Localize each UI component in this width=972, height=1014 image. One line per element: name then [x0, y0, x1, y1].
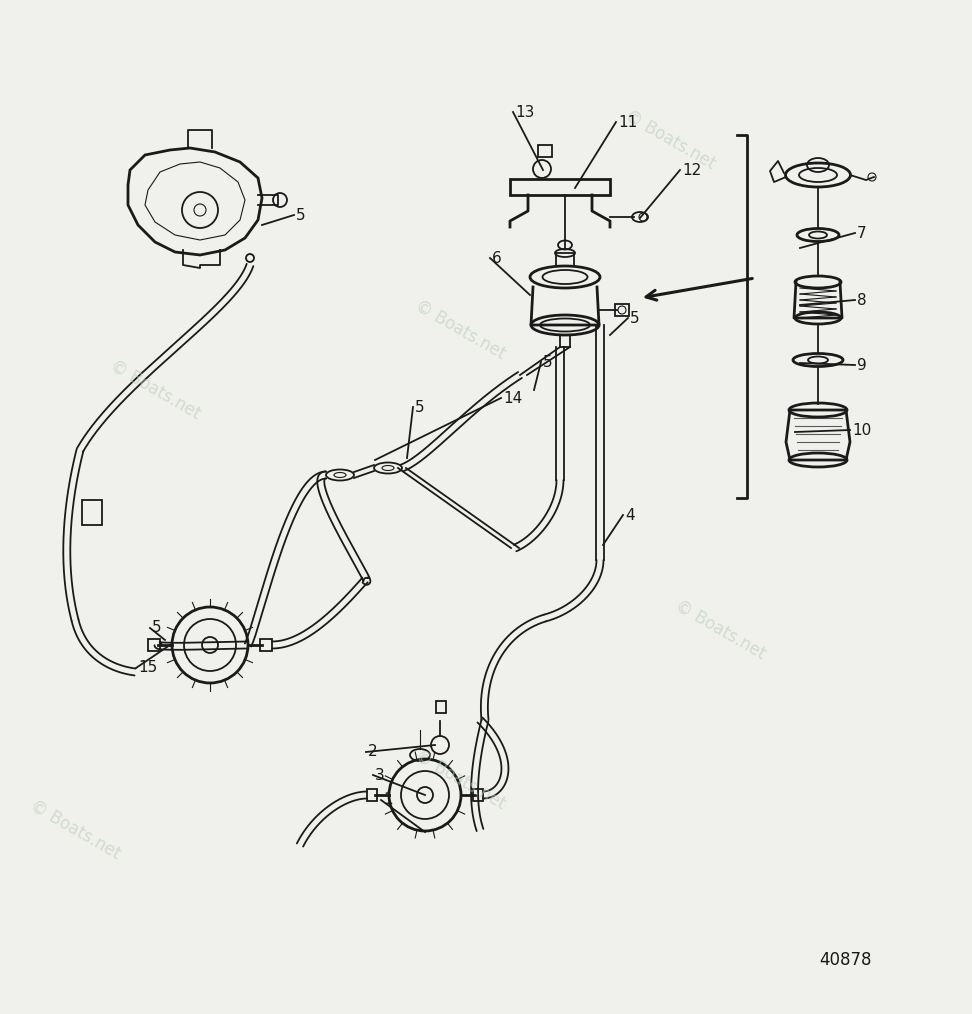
Bar [538, 145, 552, 157]
Text: 9: 9 [857, 358, 867, 372]
Text: 6: 6 [492, 250, 502, 266]
Text: 11: 11 [618, 115, 638, 130]
Text: 5: 5 [296, 208, 305, 222]
Bar [148, 639, 160, 651]
Text: © Boats.net: © Boats.net [672, 597, 768, 663]
Text: 12: 12 [682, 162, 701, 177]
Text: 2: 2 [368, 744, 378, 759]
Text: © Boats.net: © Boats.net [26, 797, 123, 863]
Bar [473, 789, 483, 801]
Bar [436, 701, 446, 713]
Text: 5: 5 [630, 310, 640, 325]
Text: 8: 8 [857, 292, 867, 307]
Text: © Boats.net: © Boats.net [107, 357, 203, 423]
Text: 5: 5 [415, 400, 425, 415]
Text: 14: 14 [503, 390, 522, 406]
Text: 13: 13 [515, 104, 535, 120]
Text: 7: 7 [857, 225, 867, 240]
Text: 5: 5 [152, 621, 161, 636]
Text: 10: 10 [852, 423, 871, 437]
Text: 1: 1 [383, 793, 393, 807]
Bar [82, 500, 102, 525]
Text: 5: 5 [543, 355, 553, 369]
Bar [367, 789, 377, 801]
Bar [260, 639, 272, 651]
Text: 3: 3 [375, 768, 385, 783]
Text: 40878: 40878 [818, 951, 871, 969]
Text: 4: 4 [625, 507, 635, 522]
Text: © Boats.net: © Boats.net [622, 106, 718, 173]
Text: © Boats.net: © Boats.net [412, 297, 508, 363]
Bar [615, 304, 629, 316]
Text: © Boats.net: © Boats.net [412, 747, 508, 813]
Bar [510, 179, 610, 195]
Text: 15: 15 [138, 660, 157, 675]
